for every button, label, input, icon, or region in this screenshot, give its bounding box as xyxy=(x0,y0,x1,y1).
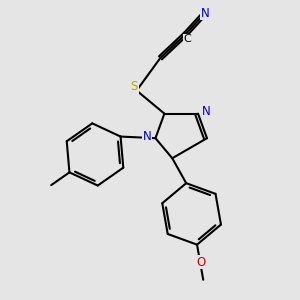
Text: N: N xyxy=(143,130,152,143)
Text: S: S xyxy=(130,80,138,94)
Text: N: N xyxy=(202,105,211,118)
Text: C: C xyxy=(183,34,191,44)
Text: O: O xyxy=(196,256,205,269)
Text: N: N xyxy=(201,7,209,20)
